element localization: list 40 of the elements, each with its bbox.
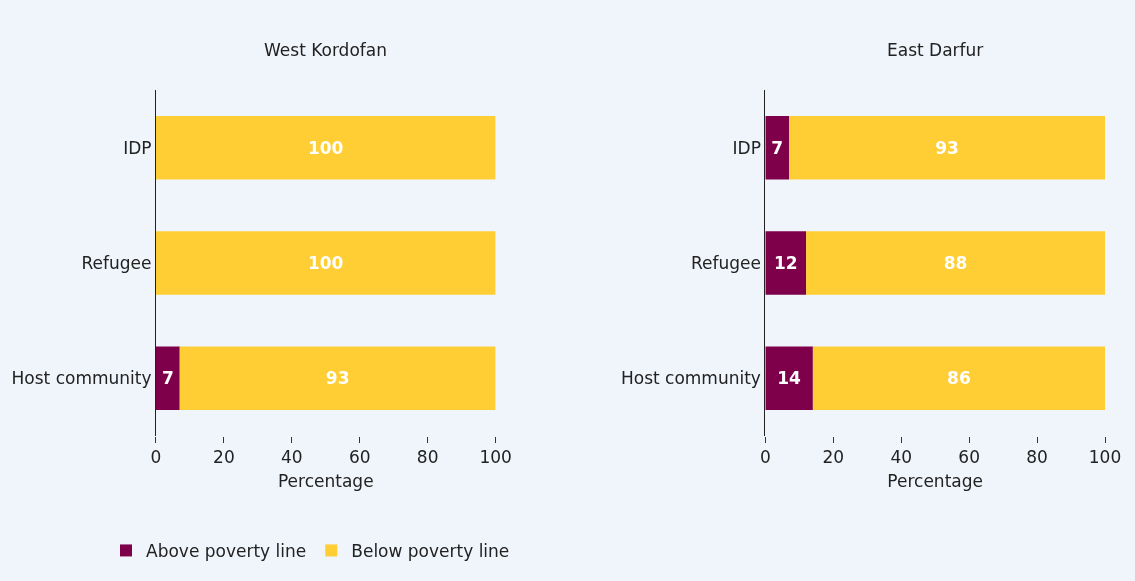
- x-tick-label: 20: [822, 447, 845, 468]
- bar: [765, 231, 807, 295]
- x-tick-label: 40: [890, 447, 913, 468]
- bar: [765, 346, 813, 411]
- chart-title: West Kordofan: [264, 40, 387, 60]
- x-tick-label: 40: [280, 447, 303, 468]
- data-label: 88: [943, 253, 968, 273]
- data-label: 7: [161, 368, 174, 389]
- y-tick-label: IDP: [123, 137, 152, 158]
- y-tick-label: Refugee: [690, 252, 761, 273]
- bar: [812, 346, 1105, 411]
- bar: [789, 115, 1105, 180]
- x-axis-title: Percentage: [277, 470, 374, 491]
- data-label: 12: [773, 253, 798, 273]
- y-tick-label: Host community: [620, 368, 761, 389]
- legend-label: Above poverty line: [146, 541, 307, 562]
- y-tick-label: Host community: [11, 368, 152, 389]
- data-label: 93: [935, 137, 959, 158]
- bar: [765, 115, 790, 180]
- chart-title: East Darfur: [887, 40, 984, 60]
- x-axis-title: Percentage: [887, 470, 983, 491]
- x-tick-label: 60: [958, 447, 980, 468]
- x-tick-label: 80: [416, 447, 439, 468]
- data-label: 100: [307, 137, 344, 158]
- x-tick-label: 100: [1088, 447, 1122, 468]
- legend-label: Below poverty line: [351, 541, 510, 562]
- x-tick-label: 80: [1026, 447, 1048, 468]
- data-label: 7: [771, 137, 784, 158]
- x-tick-label: 100: [479, 447, 512, 468]
- data-label: 93: [325, 368, 350, 389]
- x-tick-label: 20: [213, 447, 235, 468]
- data-label: 14: [777, 368, 802, 389]
- data-label: 100: [307, 253, 344, 273]
- x-tick-label: 60: [348, 447, 371, 468]
- bar: [806, 231, 1105, 295]
- y-tick-label: Refugee: [81, 252, 152, 273]
- x-tick-label: 0: [150, 447, 162, 468]
- y-tick-label: IDP: [732, 137, 761, 158]
- data-label: 86: [947, 368, 971, 389]
- x-tick-label: 0: [759, 447, 771, 468]
